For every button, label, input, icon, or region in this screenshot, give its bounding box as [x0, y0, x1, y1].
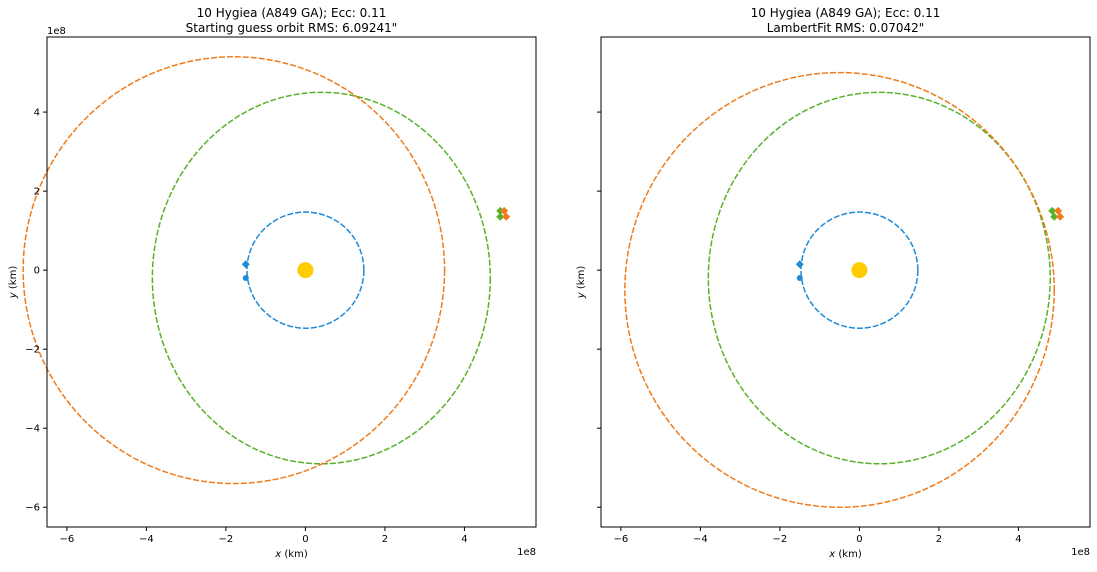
sun-point [297, 262, 314, 279]
position-marker-6 [1056, 212, 1065, 221]
x-axis-label: x (km) [828, 549, 862, 560]
orbit-path-2 [707, 91, 1051, 465]
y-axis-label: y (km) [8, 266, 19, 300]
x-tick-label: −6 [614, 534, 629, 545]
orbit-path-1 [800, 211, 919, 329]
x-axis-label: x (km) [274, 549, 308, 560]
x-tick-label: 2 [382, 534, 388, 545]
y-tick-label: 2 [34, 187, 40, 198]
chart-subtitle: Starting guess orbit RMS: 6.09241" [186, 21, 398, 35]
y-axis-multiplier: 1e8 [47, 26, 66, 37]
x-tick-label: −6 [60, 534, 75, 545]
x-tick-label: 0 [302, 534, 308, 545]
x-axis-multiplier: 1e8 [517, 547, 536, 558]
x-tick-label: −2 [219, 534, 234, 545]
chart-title: 10 Hygiea (A849 GA); Ecc: 0.11 [751, 6, 941, 20]
position-marker-4 [496, 212, 505, 221]
y-tick-label: 0 [34, 266, 40, 277]
x-tick-label: −4 [139, 534, 154, 545]
position-marker-1 [795, 260, 804, 269]
x-tick-label: 0 [856, 534, 862, 545]
position-marker-2 [242, 275, 249, 282]
orbit-path-1 [246, 211, 365, 329]
x-tick-label: 4 [1015, 534, 1021, 545]
x-tick-label: 4 [461, 534, 467, 545]
position-marker-1 [241, 260, 250, 269]
chart-panel-2: 10 Hygiea (A849 GA); Ecc: 0.11LambertFit… [576, 6, 1091, 560]
position-marker-2 [796, 275, 803, 282]
position-marker-6 [502, 212, 511, 221]
sun-point [851, 262, 868, 279]
axes-frame [600, 36, 1091, 528]
x-tick-label: 2 [936, 534, 942, 545]
chart-subtitle: LambertFit RMS: 0.07042" [767, 21, 925, 35]
x-tick-label: −2 [773, 534, 788, 545]
x-axis-multiplier: 1e8 [1071, 547, 1090, 558]
y-axis-label: y (km) [576, 266, 587, 300]
orbit-path-3 [22, 56, 446, 485]
x-tick-label: −4 [693, 534, 708, 545]
position-marker-4 [1050, 212, 1059, 221]
y-tick-label: −6 [25, 503, 40, 514]
y-tick-label: 4 [34, 108, 40, 119]
orbit-path-2 [151, 91, 492, 465]
y-tick-label: −4 [25, 424, 40, 435]
orbit-path-3 [624, 71, 1055, 508]
y-tick-label: −2 [25, 345, 40, 356]
chart-title: 10 Hygiea (A849 GA); Ecc: 0.11 [197, 6, 387, 20]
axes-frame [46, 36, 537, 528]
